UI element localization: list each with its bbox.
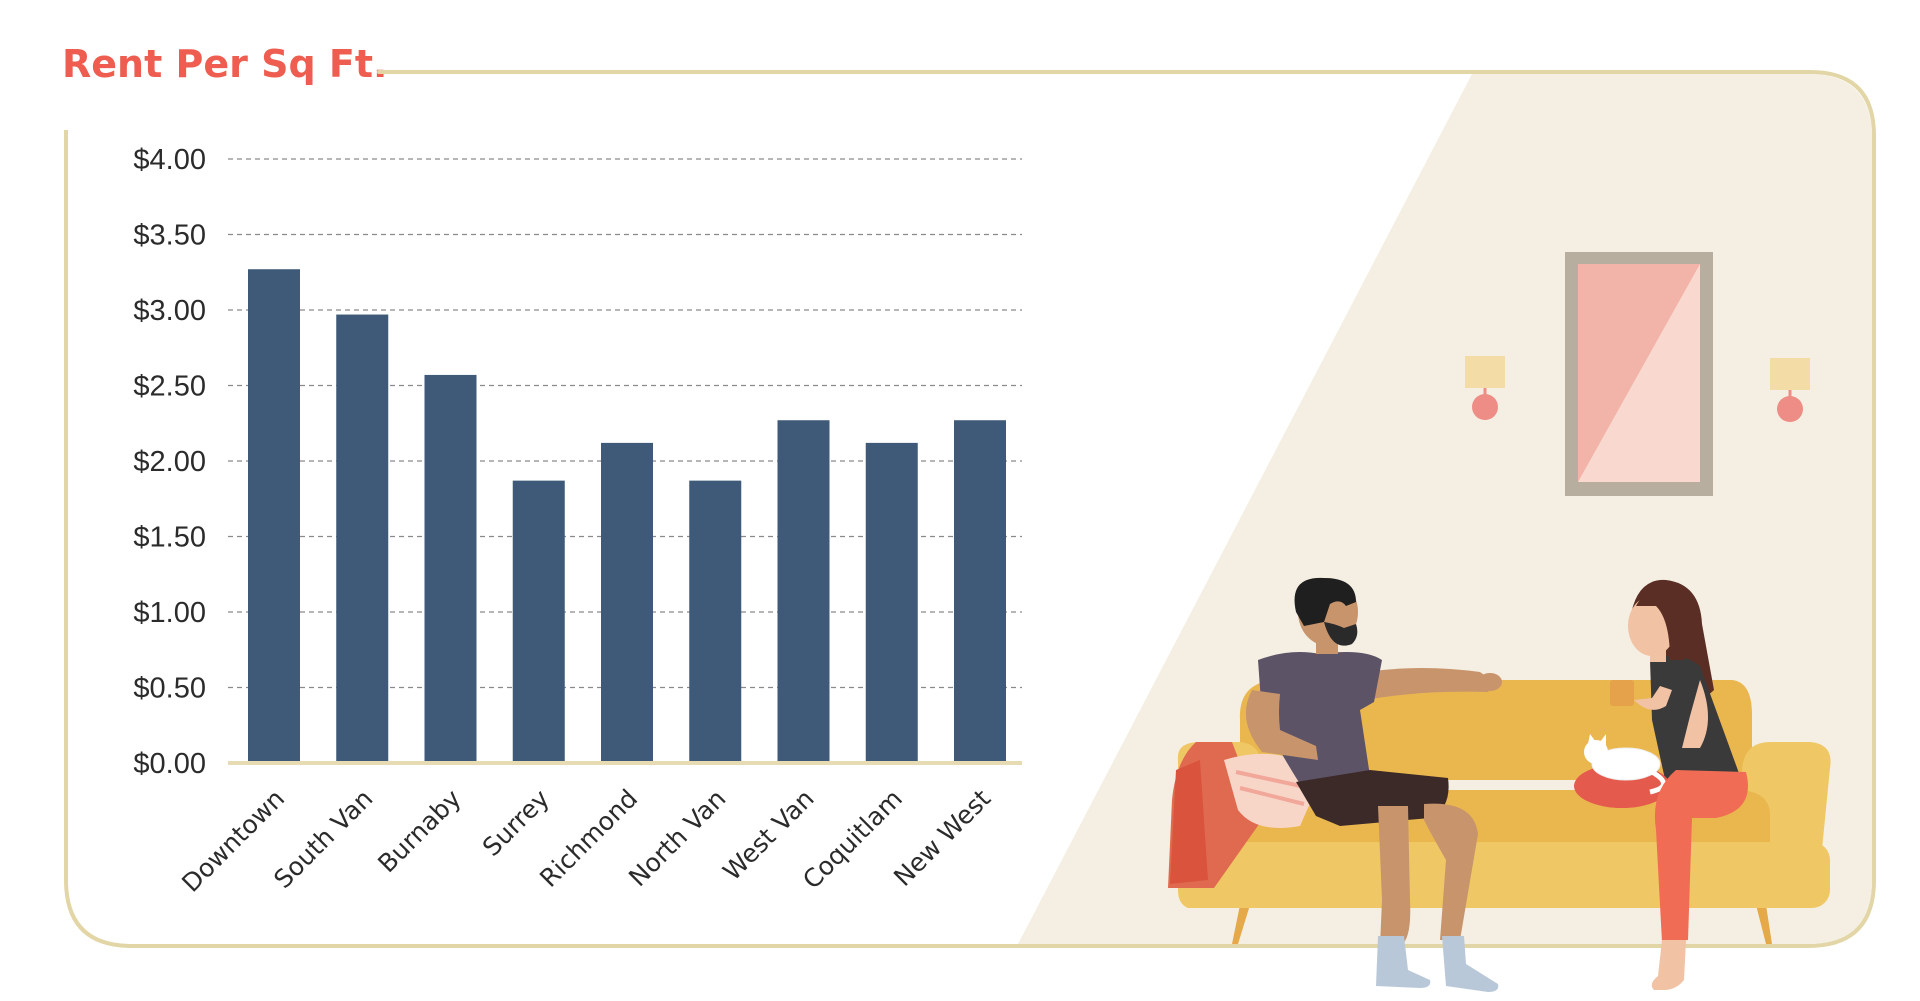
- man-figure: [1245, 577, 1502, 992]
- y-tick-label: $3.00: [133, 295, 206, 327]
- bar-west-van: [777, 420, 830, 761]
- couple-on-sofa-illustration: [1168, 252, 1831, 992]
- wall-mirror-icon: [1565, 252, 1713, 496]
- y-tick-label: $4.00: [133, 144, 206, 176]
- x-category-label: Burnaby: [372, 784, 467, 879]
- bar-richmond: [601, 442, 653, 761]
- title-rule: [377, 70, 1807, 74]
- y-tick-label: $2.50: [133, 371, 206, 403]
- bar-new-west: [954, 420, 1006, 761]
- y-tick-label: $2.00: [133, 446, 206, 478]
- chart-title: Rent Per Sq Ft.: [62, 42, 388, 86]
- x-category-label: New West: [888, 784, 996, 892]
- bar-south-van: [336, 314, 389, 761]
- y-tick-label: $1.00: [133, 597, 206, 629]
- bars: [248, 269, 1006, 761]
- y-tick-label: $0.00: [133, 748, 206, 780]
- x-category-label: North Van: [623, 784, 731, 892]
- coffee-mug-icon: [1610, 680, 1634, 706]
- bar-downtown: [248, 269, 300, 761]
- bar-surrey: [512, 480, 565, 761]
- x-category-label: Surrey: [477, 784, 555, 862]
- y-tick-label: $3.50: [133, 220, 206, 252]
- wall-lamp-icon: [1465, 356, 1505, 420]
- x-category-label: Downtown: [176, 784, 290, 898]
- y-tick-label: $0.50: [133, 673, 206, 705]
- bar-coquitlam: [865, 442, 918, 761]
- y-tick-label: $1.50: [133, 522, 206, 554]
- bar-north-van: [689, 480, 742, 761]
- cat-icon: [1584, 734, 1666, 795]
- y-axis-ticks: $0.00 $0.50 $1.00 $1.50 $2.00 $2.50 $3.00 $3.50…: [133, 144, 206, 780]
- bar-burnaby: [424, 374, 477, 761]
- panel-frame: [64, 70, 1876, 948]
- woman-figure: [1574, 579, 1748, 990]
- wall-lamp-icon: [1770, 358, 1810, 422]
